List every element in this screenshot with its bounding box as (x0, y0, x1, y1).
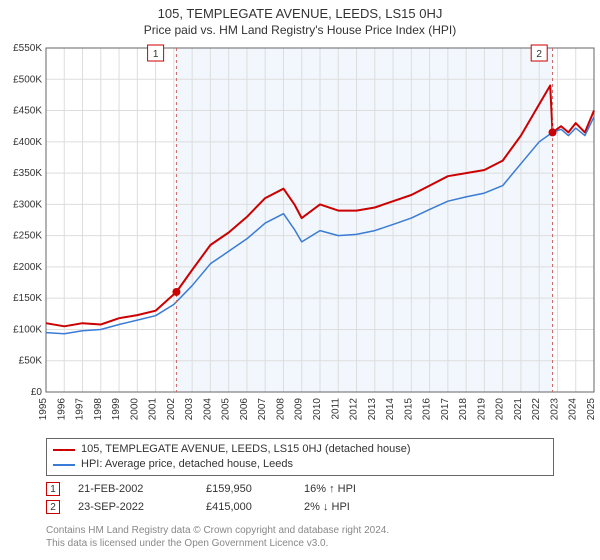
legend-row: 105, TEMPLEGATE AVENUE, LEEDS, LS15 0HJ … (53, 442, 547, 457)
page-subtitle: Price paid vs. HM Land Registry's House … (0, 21, 600, 41)
svg-text:2020: 2020 (495, 398, 506, 421)
sale-point-badge: 2 (46, 500, 60, 514)
legend-swatch (53, 464, 75, 466)
svg-text:2016: 2016 (422, 398, 433, 421)
sale-point-price: £415,000 (206, 501, 286, 513)
svg-text:2014: 2014 (385, 398, 396, 421)
svg-text:£0: £0 (31, 387, 43, 398)
svg-text:2003: 2003 (184, 398, 195, 421)
sale-points-table: 1 21-FEB-2002 £159,950 16% ↑ HPI 2 23-SEP-202… (46, 480, 554, 516)
svg-text:2006: 2006 (239, 398, 250, 421)
svg-text:£100K: £100K (13, 324, 42, 335)
svg-text:2001: 2001 (148, 398, 159, 421)
svg-text:£250K: £250K (13, 231, 42, 242)
svg-text:1995: 1995 (38, 398, 49, 421)
legend-label: HPI: Average price, detached house, Leed… (81, 457, 293, 472)
svg-text:£50K: £50K (19, 356, 43, 367)
footer-attribution: Contains HM Land Registry data © Crown c… (46, 524, 554, 550)
svg-text:2007: 2007 (257, 398, 268, 421)
svg-text:2008: 2008 (275, 398, 286, 421)
svg-text:2010: 2010 (312, 398, 323, 421)
svg-text:2012: 2012 (349, 398, 360, 421)
svg-text:2023: 2023 (549, 398, 560, 421)
svg-text:2022: 2022 (531, 398, 542, 421)
svg-text:2: 2 (536, 49, 542, 60)
svg-text:2017: 2017 (440, 398, 451, 421)
svg-text:2013: 2013 (367, 398, 378, 421)
svg-text:£300K: £300K (13, 199, 42, 210)
svg-text:1999: 1999 (111, 398, 122, 421)
page-title: 105, TEMPLEGATE AVENUE, LEEDS, LS15 0HJ (0, 0, 600, 21)
sale-point-row: 2 23-SEP-2022 £415,000 2% ↓ HPI (46, 498, 554, 516)
footer-line-2: This data is licensed under the Open Gov… (46, 537, 554, 550)
svg-text:2011: 2011 (330, 398, 341, 420)
svg-text:1996: 1996 (56, 398, 67, 421)
svg-text:£550K: £550K (13, 44, 42, 54)
svg-text:£500K: £500K (13, 74, 42, 85)
sale-point-row: 1 21-FEB-2002 £159,950 16% ↑ HPI (46, 480, 554, 498)
sale-point-date: 21-FEB-2002 (78, 483, 188, 495)
legend: 105, TEMPLEGATE AVENUE, LEEDS, LS15 0HJ … (46, 438, 554, 476)
svg-text:2000: 2000 (129, 398, 140, 421)
svg-text:2019: 2019 (476, 398, 487, 421)
sale-point-badge: 1 (46, 482, 60, 496)
sale-point-delta: 16% ↑ HPI (304, 483, 356, 495)
svg-text:1998: 1998 (93, 398, 104, 421)
legend-label: 105, TEMPLEGATE AVENUE, LEEDS, LS15 0HJ … (81, 442, 411, 457)
svg-text:£200K: £200K (13, 262, 42, 273)
svg-text:2004: 2004 (202, 398, 213, 421)
legend-row: HPI: Average price, detached house, Leed… (53, 457, 547, 472)
svg-text:2015: 2015 (403, 398, 414, 421)
svg-text:2025: 2025 (586, 398, 597, 421)
svg-text:2005: 2005 (221, 398, 232, 421)
sale-point-date: 23-SEP-2022 (78, 501, 188, 513)
sale-point-delta: 2% ↓ HPI (304, 501, 350, 513)
svg-text:£350K: £350K (13, 168, 42, 179)
svg-text:1997: 1997 (75, 398, 86, 421)
svg-text:2002: 2002 (166, 398, 177, 421)
svg-text:2009: 2009 (294, 398, 305, 421)
svg-text:1: 1 (153, 49, 159, 60)
svg-text:£400K: £400K (13, 137, 42, 148)
svg-text:2018: 2018 (458, 398, 469, 421)
svg-text:£150K: £150K (13, 293, 42, 304)
svg-text:2024: 2024 (568, 398, 579, 421)
svg-text:£450K: £450K (13, 106, 42, 117)
legend-swatch (53, 449, 75, 451)
svg-text:2021: 2021 (513, 398, 524, 421)
price-chart: £0 £50K £100K £150K £200K £250K £300K £350K £400… (0, 44, 600, 430)
sale-point-price: £159,950 (206, 483, 286, 495)
footer-line-1: Contains HM Land Registry data © Crown c… (46, 524, 554, 537)
